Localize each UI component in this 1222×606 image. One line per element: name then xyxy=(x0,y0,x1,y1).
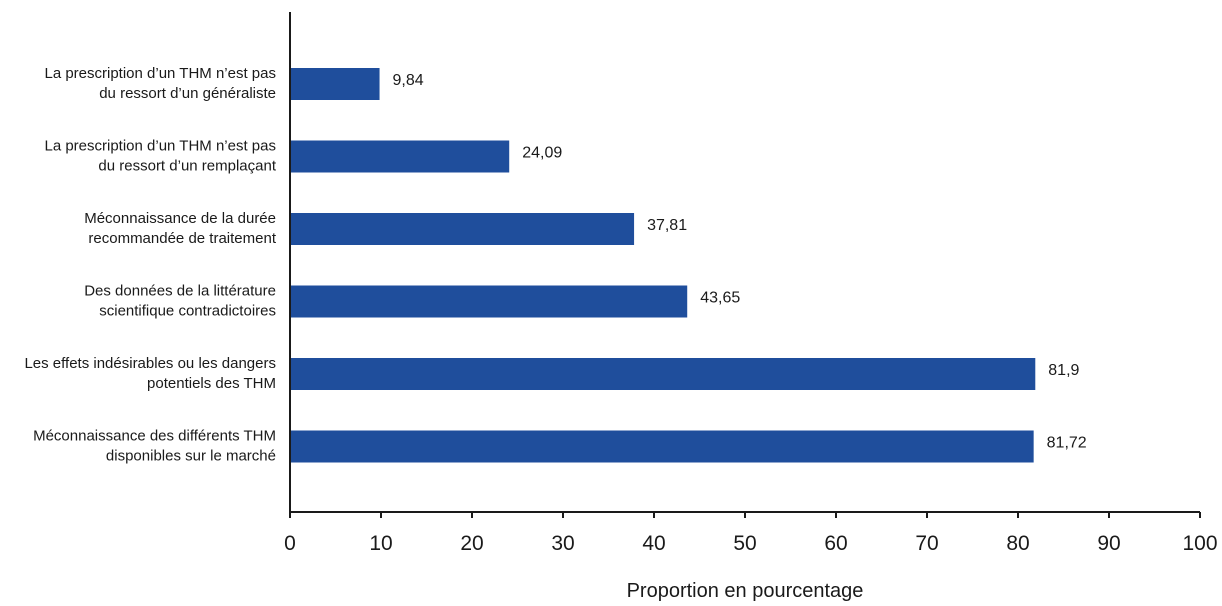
category-labels-group: La prescription d’un THM n’est pas du res… xyxy=(24,65,276,465)
bar-2 xyxy=(290,213,635,245)
category-label-line: Méconnaissance de la durée xyxy=(84,210,276,227)
x-tick-label-9: 90 xyxy=(1097,532,1120,555)
category-label-line: Méconnaissance des différents THM xyxy=(33,427,276,444)
category-label-3: Des données de la littérature scientifiqu… xyxy=(84,282,276,319)
category-label-0: La prescription d’un THM n’est pas du res… xyxy=(44,65,276,102)
value-label-5: 81,72 xyxy=(1047,435,1087,452)
category-label-line: du ressort d’un généraliste xyxy=(99,85,276,102)
category-label-line: du ressort d’un remplaçant xyxy=(98,157,276,174)
x-tick-label-7: 70 xyxy=(915,532,938,555)
category-label-line: potentiels des THM xyxy=(147,375,276,392)
value-label-0: 9,84 xyxy=(393,72,424,89)
category-label-4: Les effets indésirables ou les dangers po… xyxy=(24,355,276,392)
x-tick-label-4: 40 xyxy=(642,532,665,555)
x-tick-label-5: 50 xyxy=(733,532,756,555)
category-label-line: recommandée de traitement xyxy=(88,230,276,247)
value-label-3: 43,65 xyxy=(700,290,740,307)
bar-0 xyxy=(290,68,380,100)
value-label-1: 24,09 xyxy=(522,145,562,162)
x-tick-label-6: 60 xyxy=(824,532,847,555)
x-tick-label-10: 100 xyxy=(1182,532,1217,555)
x-tick-label-2: 20 xyxy=(460,532,483,555)
category-label-line: disponibles sur le marché xyxy=(106,447,276,464)
x-tick-label-8: 80 xyxy=(1006,532,1029,555)
category-label-1: La prescription d’un THM n’est pas du res… xyxy=(44,137,276,174)
bars-group xyxy=(290,68,1036,463)
category-label-line: La prescription d’un THM n’est pas xyxy=(44,137,276,154)
x-tick-labels-group: 0 10 20 30 40 50 60 70 80 90 100 xyxy=(284,512,1218,555)
value-label-4: 81,9 xyxy=(1048,362,1079,379)
bar-5 xyxy=(290,430,1034,463)
category-label-line: La prescription d’un THM n’est pas xyxy=(44,65,276,82)
category-label-5: Méconnaissance des différents THM disponi… xyxy=(33,427,276,464)
x-tick-label-1: 10 xyxy=(369,532,392,555)
bar-1 xyxy=(290,140,510,173)
value-label-2: 37,81 xyxy=(647,217,687,234)
bar-3 xyxy=(290,285,688,318)
bar-4 xyxy=(290,358,1036,390)
x-tick-label-3: 30 xyxy=(551,532,574,555)
value-labels-group: 9,84 24,09 37,81 43,65 81,9 81,72 xyxy=(393,72,1087,452)
category-label-2: Méconnaissance de la durée recommandée de… xyxy=(84,210,277,247)
category-label-line: Les effets indésirables ou les dangers xyxy=(24,355,276,372)
category-label-line: Des données de la littérature xyxy=(84,282,276,299)
category-label-line: scientifique contradictoires xyxy=(99,302,276,319)
x-axis-title: Proportion en pourcentage xyxy=(627,580,864,602)
x-tick-label-0: 0 xyxy=(284,532,296,555)
